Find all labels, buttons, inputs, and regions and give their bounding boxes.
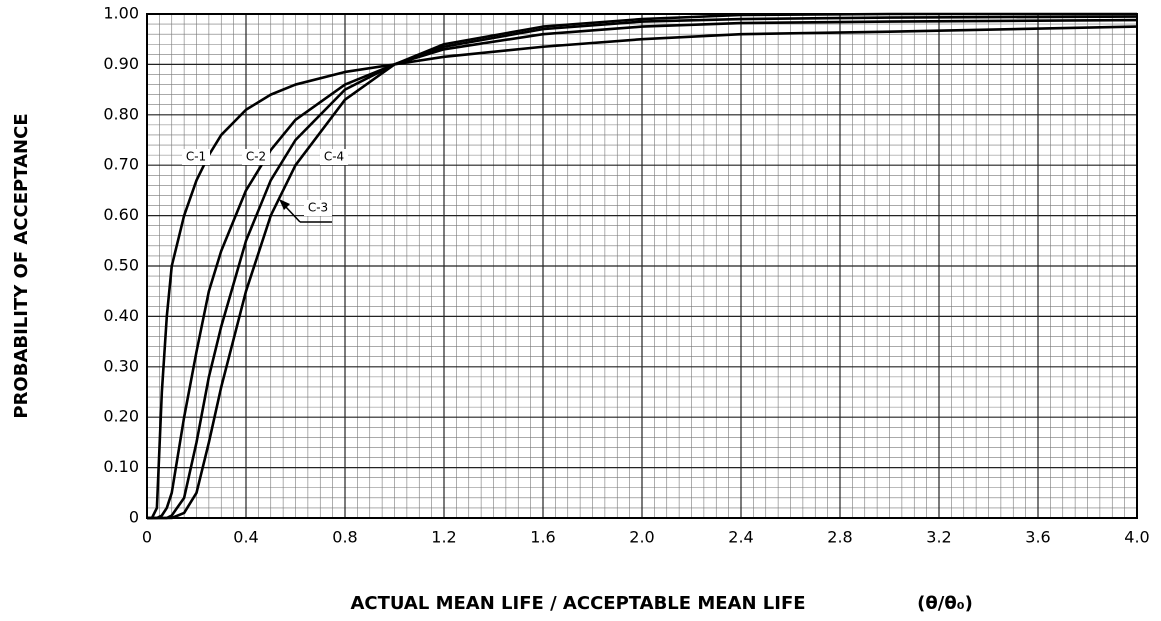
plot-frame	[146, 13, 1138, 519]
y-tick-label: 0.80	[103, 104, 139, 123]
y-tick-label: 0.10	[103, 457, 139, 476]
y-tick-label: 0	[129, 508, 139, 527]
y-tick-label: 0.70	[103, 155, 139, 174]
series-label: C-1	[186, 150, 206, 164]
series-line	[147, 25, 1138, 520]
x-axis-label: ACTUAL MEAN LIFE / ACCEPTABLE MEAN LIFE	[350, 593, 805, 614]
y-tick-label: 0.60	[103, 205, 139, 224]
x-tick-label: 0	[142, 528, 152, 547]
leader	[284, 205, 301, 223]
label-bg	[242, 149, 270, 165]
label-bg	[304, 200, 332, 216]
x-tick-label: 2.8	[827, 528, 852, 547]
arrow-head	[279, 199, 290, 210]
y-tick-label: 1.00	[103, 4, 139, 23]
x-tick-label: 3.6	[1025, 528, 1050, 547]
x-tick-label: 0.8	[332, 528, 357, 547]
y-tick-label: 0.20	[103, 407, 139, 426]
x-tick-label: 0.4	[233, 528, 258, 547]
x-tick-label: 1.2	[431, 528, 456, 547]
y-tick-label: 0.30	[103, 356, 139, 375]
label-bg	[182, 149, 210, 165]
x-tick-label: 2.4	[728, 528, 753, 547]
x-axis-formula: (θ/θ₀)	[917, 593, 973, 614]
label-bg	[320, 149, 348, 165]
series-label: C-3	[308, 201, 328, 215]
x-tick-label: 1.6	[530, 528, 555, 547]
x-tick-label: 3.2	[926, 528, 951, 547]
y-axis-label: PROBABILITY OF ACCEPTANCE	[11, 113, 32, 418]
series-line	[147, 18, 1138, 520]
series-label: C-4	[324, 150, 344, 164]
y-tick-label: 0.90	[103, 54, 139, 73]
y-tick-label: 0.50	[103, 256, 139, 275]
y-tick-label: 0.40	[103, 306, 139, 325]
series-line	[147, 12, 1137, 520]
series-label: C-2	[246, 150, 266, 164]
x-tick-label: 4.0	[1124, 528, 1149, 547]
x-tick-label: 2.0	[629, 528, 654, 547]
